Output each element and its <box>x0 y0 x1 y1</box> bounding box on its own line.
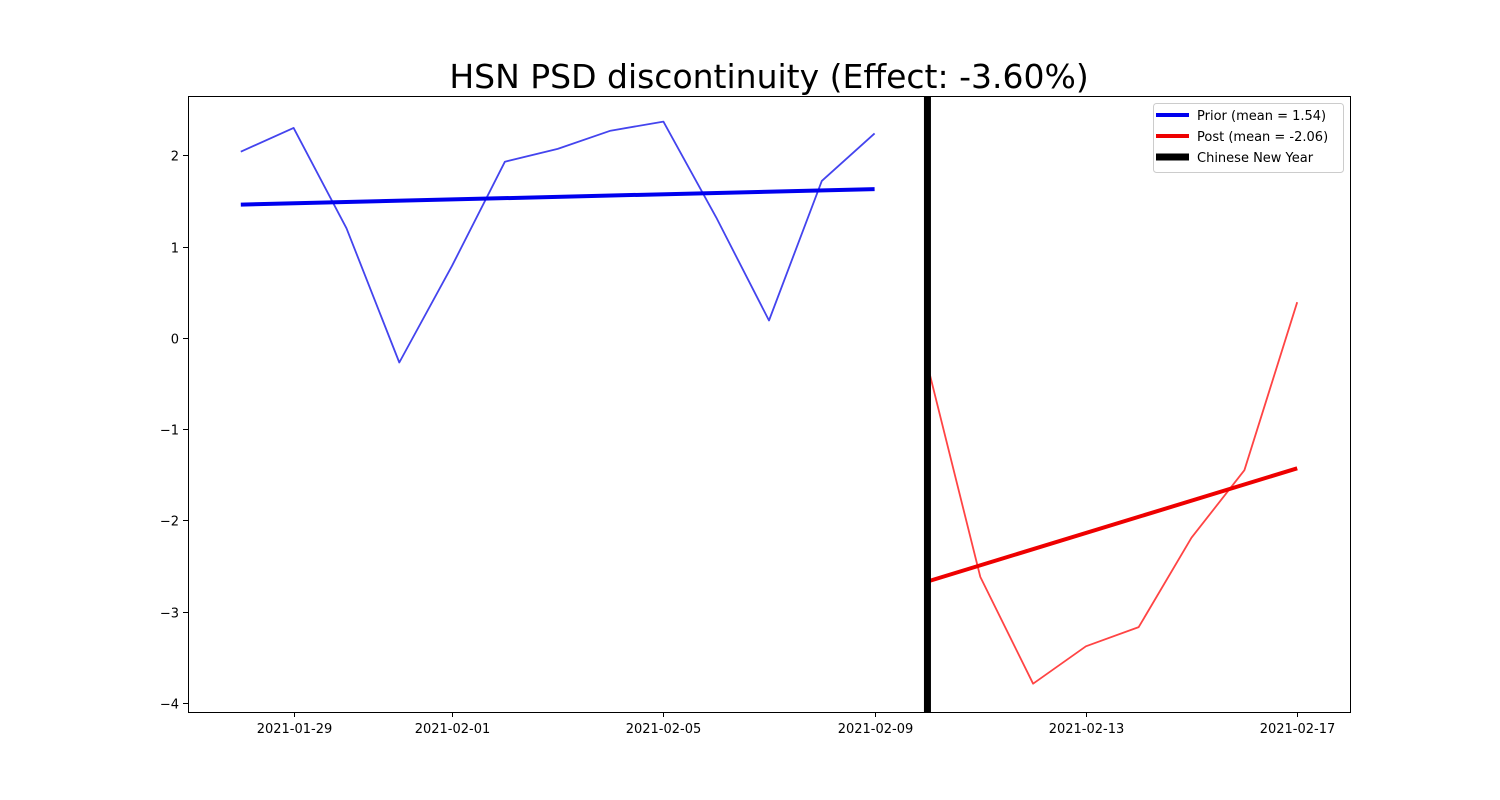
fit-line-1 <box>926 466 1298 584</box>
legend-label: Prior (mean = 1.54) <box>1197 109 1326 124</box>
plot-frame <box>188 96 1351 713</box>
raw-series-line-0 <box>240 120 876 364</box>
y-tick-label: −3 <box>160 607 179 622</box>
legend: Prior (mean = 1.54) Post (mean = -2.06) Ch… <box>1153 103 1344 173</box>
axes: −4 −3 −2 −1 0 1 2 2021-01-29 2021-02-01 2021-02-0… <box>160 150 1335 738</box>
legend-box <box>1153 103 1344 173</box>
x-tick-label: 2021-02-13 <box>1049 722 1125 737</box>
x-tick-label: 2021-01-29 <box>257 722 333 737</box>
y-tick-label: 2 <box>171 150 179 165</box>
y-tick-label: −2 <box>160 515 179 530</box>
plot-area <box>240 96 1299 712</box>
legend-label: Chinese New Year <box>1197 151 1314 166</box>
y-tick-label: 0 <box>171 333 179 348</box>
raw-series-line-1 <box>926 301 1299 685</box>
fit-line-0 <box>240 187 875 207</box>
chart-title: HSN PSD discontinuity (Effect: -3.60%) <box>449 57 1088 96</box>
y-tick-label: −4 <box>160 698 179 713</box>
legend-label: Post (mean = -2.06) <box>1197 130 1328 145</box>
x-tick-label: 2021-02-05 <box>626 722 702 737</box>
x-tick-label: 2021-02-17 <box>1260 722 1336 737</box>
y-tick-label: 1 <box>171 242 179 257</box>
y-tick-label: −1 <box>160 424 179 439</box>
x-tick-label: 2021-02-09 <box>838 722 914 737</box>
x-tick-label: 2021-02-01 <box>415 722 491 737</box>
